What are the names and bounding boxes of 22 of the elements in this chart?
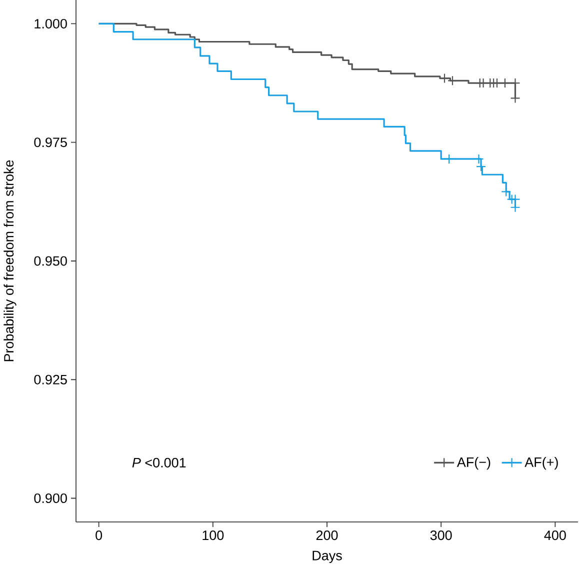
point — [500, 78, 510, 88]
legend-label: AF(−) — [456, 457, 490, 470]
y-tick-label: 0.975 — [34, 138, 67, 148]
point — [444, 154, 454, 164]
legend-label: AF(+) — [524, 457, 558, 470]
annotation: P <0.001 — [132, 458, 186, 468]
y-tick-label: 0.925 — [34, 374, 67, 384]
x-tick-label: 400 — [544, 530, 566, 540]
y-axis-title: Probability of freedom from stroke — [4, 160, 16, 362]
x-axis-title: Days — [312, 550, 342, 564]
y-tick-label: 0.950 — [34, 256, 67, 266]
point — [492, 78, 502, 88]
point — [476, 162, 486, 172]
x-tick-label: 200 — [316, 530, 338, 540]
point — [501, 186, 512, 197]
x-tick-label: 100 — [202, 530, 224, 540]
y-tick-label: 1.000 — [34, 18, 67, 28]
y-tick-label: 0.900 — [34, 493, 67, 504]
point — [478, 78, 488, 88]
x-tick-label: 300 — [430, 530, 452, 540]
x-tick-label: 0 — [96, 530, 102, 540]
point — [474, 154, 484, 164]
